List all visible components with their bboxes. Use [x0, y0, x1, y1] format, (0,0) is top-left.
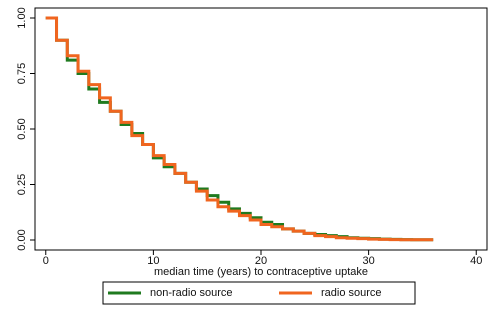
y-tick-label: 0.00	[16, 229, 28, 250]
plot-area	[34, 7, 488, 251]
legend	[102, 281, 416, 305]
x-tick-label: 20	[255, 255, 267, 267]
legend-label: non-radio source	[150, 287, 233, 299]
x-tick-label: 10	[147, 255, 159, 267]
y-tick-label: 0.75	[16, 63, 28, 84]
legend-label: radio source	[321, 287, 382, 299]
x-tick-label: 0	[43, 255, 49, 267]
x-axis-title: median time (years) to contraceptive upt…	[154, 266, 368, 278]
y-tick-label: 0.25	[16, 174, 28, 195]
survival-line	[45, 16, 434, 242]
x-tick-label: 30	[362, 255, 374, 267]
x-tick-label: 40	[470, 255, 482, 267]
y-tick-label: 0.50	[16, 118, 28, 139]
y-tick-label: 1.00	[16, 7, 28, 28]
